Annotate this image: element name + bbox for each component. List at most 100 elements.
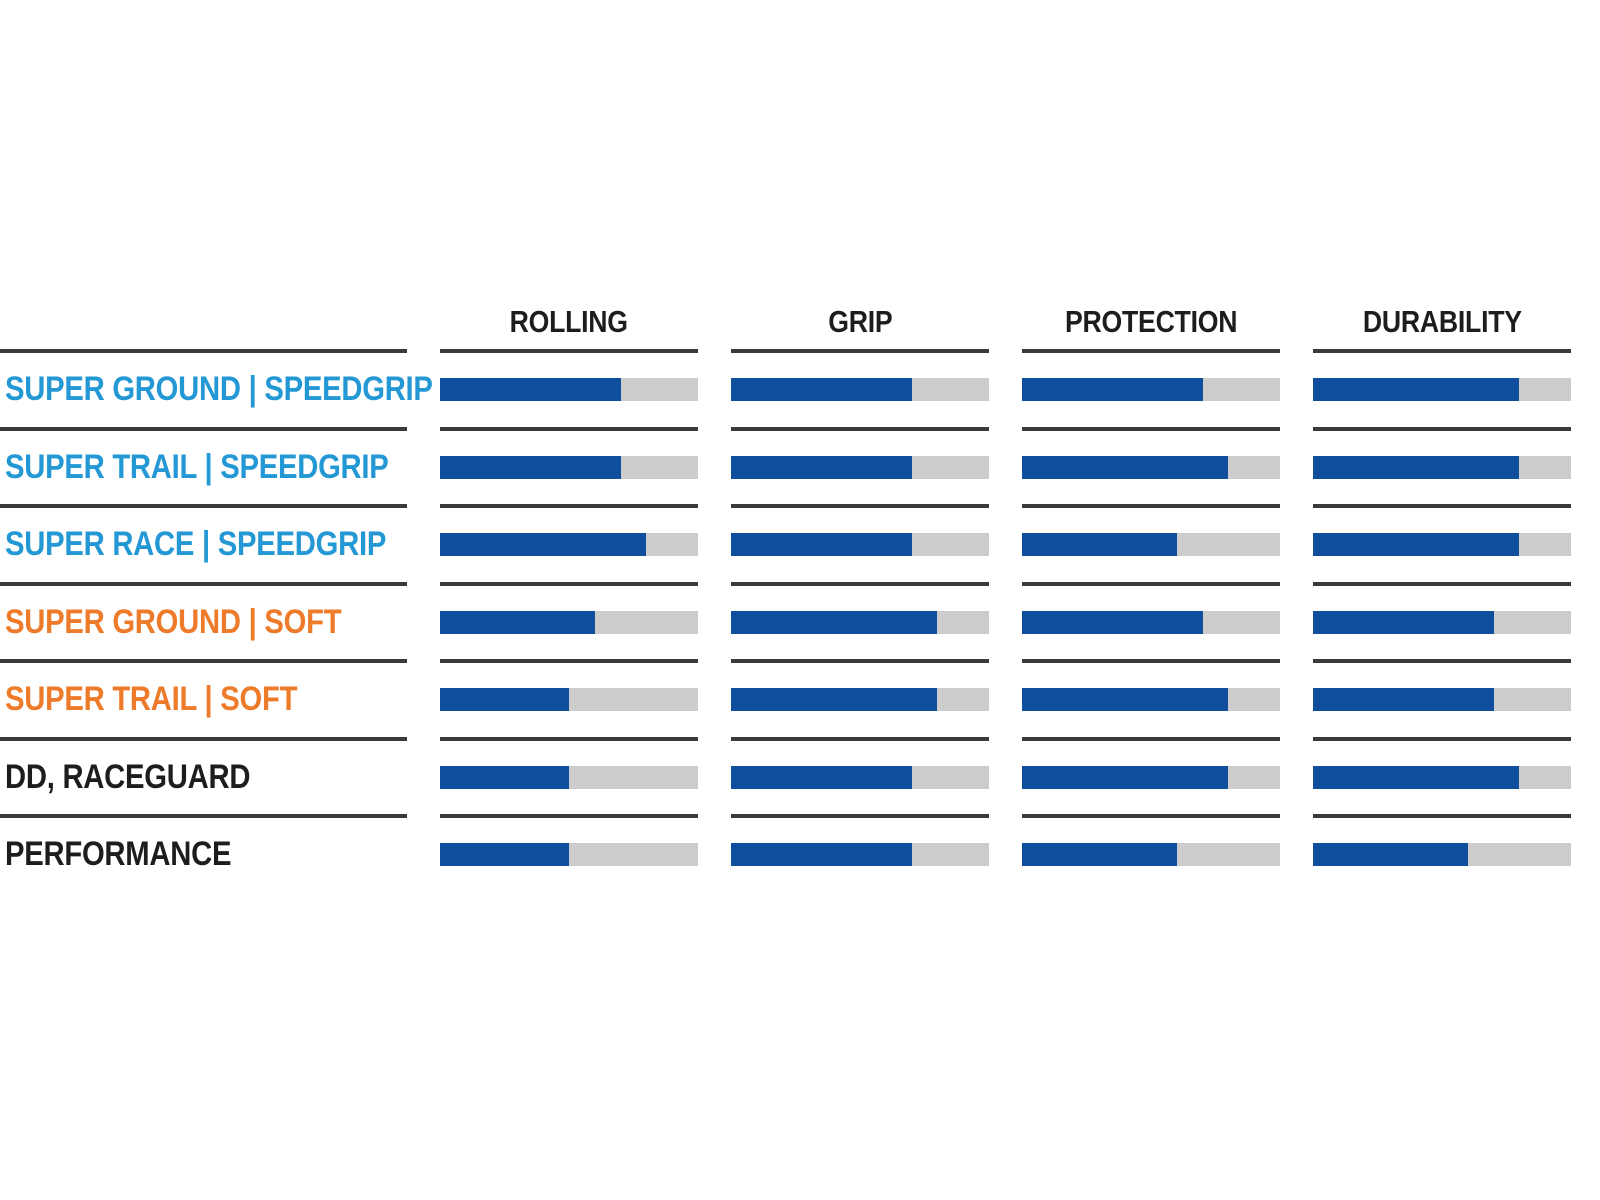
rating-fill — [1313, 765, 1520, 789]
rating-bar-protection — [1022, 814, 1280, 892]
column-header-label: GRIP — [827, 304, 893, 339]
rating-track — [1022, 533, 1280, 557]
rating-track — [1022, 688, 1280, 712]
rating-track — [1313, 378, 1571, 402]
column-header-durability: DURABILITY — [1313, 292, 1571, 349]
rating-fill — [731, 843, 912, 867]
rating-track — [1313, 765, 1571, 789]
rating-fill — [440, 533, 647, 557]
rating-bar-grip — [731, 504, 989, 582]
tire-compound-comparison-chart: ROLLING GRIP PROTECTION DURABILITY SUPER… — [0, 292, 1571, 892]
row-label: PERFORMANCE — [5, 835, 232, 874]
rating-bar-protection — [1022, 659, 1280, 737]
rating-fill — [1313, 378, 1520, 402]
rating-track — [731, 843, 989, 867]
rating-bar-protection — [1022, 504, 1280, 582]
rating-fill — [731, 688, 938, 712]
rating-track — [1313, 610, 1571, 634]
row-label-cell: SUPER TRAIL | SOFT — [0, 659, 407, 737]
column-header-label: PROTECTION — [1064, 304, 1238, 339]
rating-fill — [1022, 610, 1203, 634]
rating-bar-grip — [731, 426, 989, 505]
rating-track — [440, 533, 698, 557]
rating-track — [1022, 765, 1280, 789]
rating-track — [731, 455, 989, 479]
row-label: SUPER TRAIL | SOFT — [5, 680, 298, 719]
rating-bar-grip — [731, 814, 989, 892]
row-label-cell: SUPER GROUND | SPEEDGRIP — [0, 349, 433, 427]
rating-fill — [1022, 455, 1229, 479]
rating-bar-rolling — [440, 349, 698, 427]
rating-bar-durability — [1313, 736, 1571, 815]
rating-fill — [731, 378, 912, 402]
rating-bar-grip — [731, 736, 989, 815]
rating-track — [1313, 533, 1571, 557]
rating-bar-protection — [1022, 581, 1280, 660]
rating-track — [440, 688, 698, 712]
rating-track — [731, 378, 989, 402]
column-header-label: ROLLING — [509, 304, 629, 339]
rating-track — [731, 688, 989, 712]
rating-fill — [1313, 455, 1520, 479]
rating-fill — [731, 765, 912, 789]
rating-fill — [1313, 533, 1520, 557]
rating-bar-durability — [1313, 504, 1571, 582]
rating-track — [731, 765, 989, 789]
header-spacer — [0, 292, 407, 349]
rating-bar-protection — [1022, 349, 1280, 427]
rating-bar-grip — [731, 581, 989, 660]
rating-track — [440, 378, 698, 402]
rating-fill — [1022, 688, 1229, 712]
rating-bar-durability — [1313, 814, 1571, 892]
rating-fill — [731, 610, 938, 634]
rating-fill — [1313, 843, 1468, 867]
column-header-label: DURABILITY — [1362, 304, 1522, 339]
rating-bar-durability — [1313, 581, 1571, 660]
column-header-grip: GRIP — [731, 292, 989, 349]
column-header-protection: PROTECTION — [1022, 292, 1280, 349]
rating-fill — [440, 843, 569, 867]
rating-track — [440, 843, 698, 867]
rating-bar-rolling — [440, 581, 698, 660]
rating-track — [1022, 378, 1280, 402]
rating-fill — [731, 455, 912, 479]
rating-fill — [440, 765, 569, 789]
rating-bar-rolling — [440, 814, 698, 892]
row-label: SUPER GROUND | SPEEDGRIP — [5, 370, 433, 409]
rating-bar-rolling — [440, 504, 698, 582]
rating-bar-rolling — [440, 736, 698, 815]
rating-fill — [440, 455, 621, 479]
rating-track — [1313, 455, 1571, 479]
rating-track — [1022, 455, 1280, 479]
rating-track — [440, 765, 698, 789]
rating-fill — [1313, 610, 1494, 634]
row-label: SUPER RACE | SPEEDGRIP — [5, 525, 387, 564]
rating-track — [1022, 610, 1280, 634]
rating-track — [1313, 688, 1571, 712]
rating-bar-rolling — [440, 426, 698, 505]
rating-bar-grip — [731, 659, 989, 737]
rating-track — [1313, 843, 1571, 867]
rating-track — [440, 455, 698, 479]
column-header-rolling: ROLLING — [440, 292, 698, 349]
row-label: SUPER GROUND | SOFT — [5, 602, 342, 641]
rating-track — [731, 610, 989, 634]
rating-fill — [440, 610, 595, 634]
row-label-cell: PERFORMANCE — [0, 814, 407, 892]
row-label-cell: SUPER RACE | SPEEDGRIP — [0, 504, 407, 582]
rating-fill — [440, 378, 621, 402]
rating-fill — [1022, 765, 1229, 789]
rating-bar-durability — [1313, 349, 1571, 427]
rating-track — [1022, 843, 1280, 867]
row-label-cell: DD, RACEGUARD — [0, 736, 407, 815]
rating-bar-rolling — [440, 659, 698, 737]
rating-fill — [1022, 378, 1203, 402]
rating-fill — [440, 688, 569, 712]
rating-bar-protection — [1022, 736, 1280, 815]
row-label: DD, RACEGUARD — [5, 757, 251, 796]
rating-fill — [1313, 688, 1494, 712]
row-label: SUPER TRAIL | SPEEDGRIP — [5, 447, 389, 486]
rating-bar-durability — [1313, 659, 1571, 737]
rating-fill — [1022, 533, 1177, 557]
